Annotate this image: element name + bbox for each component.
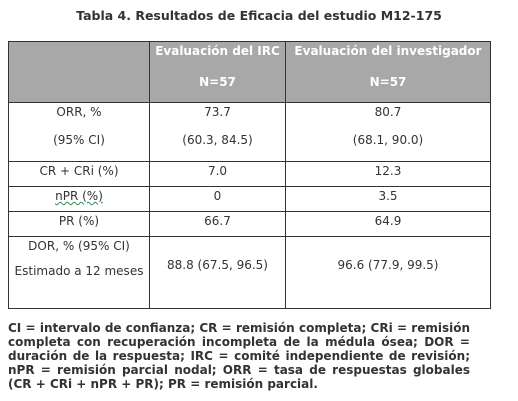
header-irc-n: N=57: [199, 75, 236, 89]
row-value-inv-npr: 3.5: [285, 186, 491, 212]
row-label-cr: CR + CRi (%): [8, 161, 150, 187]
row-value-inv-dor: 96.6 (77.9, 99.5): [285, 236, 491, 309]
row-label-orr: ORR, % (95% CI): [8, 102, 150, 162]
table-row: nPR (%) 0 3.5: [8, 186, 491, 212]
row-value-irc-dor: 88.8 (67.5, 96.5): [149, 236, 286, 309]
row-value-inv-pr: 64.9: [285, 211, 491, 237]
irc-orr-value: 73.7: [204, 105, 231, 119]
header-investigator-title: Evaluación del investigador: [294, 44, 482, 58]
orr-label: ORR, %: [56, 105, 102, 119]
header-row: Evaluación del IRC N=57 Evaluación del i…: [8, 41, 491, 103]
header-irc: Evaluación del IRC N=57: [149, 41, 286, 103]
row-value-irc-orr: 73.7 (60.3, 84.5): [149, 102, 286, 162]
dor-estimate-label: Estimado a 12 meses: [14, 264, 144, 278]
row-value-inv-orr: 80.7 (68.1, 90.0): [285, 102, 491, 162]
row-label-dor: DOR, % (95% CI) Estimado a 12 meses: [8, 236, 150, 309]
orr-ci-label: (95% CI): [53, 133, 105, 147]
table-title: Tabla 4. Resultados de Eficacia del estu…: [76, 8, 442, 23]
row-value-inv-cr: 12.3: [285, 161, 491, 187]
row-value-irc-cr: 7.0: [149, 161, 286, 187]
table-row: ORR, % (95% CI) 73.7 (60.3, 84.5) 80.7 (…: [8, 102, 491, 162]
table-row: DOR, % (95% CI) Estimado a 12 meses 88.8…: [8, 236, 491, 309]
header-investigator-n: N=57: [369, 75, 407, 89]
row-value-irc-npr: 0: [149, 186, 286, 212]
irc-orr-ci: (60.3, 84.5): [182, 133, 253, 147]
row-label-pr: PR (%): [8, 211, 150, 237]
dor-label: DOR, % (95% CI): [28, 239, 130, 253]
row-label-npr: nPR (%): [8, 186, 150, 212]
header-investigator: Evaluación del investigador N=57: [285, 41, 491, 103]
efficacy-results-table: Evaluación del IRC N=57 Evaluación del i…: [8, 41, 491, 309]
inv-orr-value: 80.7: [374, 105, 402, 119]
table-row: PR (%) 66.7 64.9: [8, 211, 491, 237]
row-value-irc-pr: 66.7: [149, 211, 286, 237]
table-footnote: CI = intervalo de confianza; CR = remisi…: [8, 321, 470, 391]
inv-orr-ci: (68.1, 90.0): [352, 133, 424, 147]
header-irc-title: Evaluación del IRC: [155, 44, 280, 58]
table-row: CR + CRi (%) 7.0 12.3: [8, 161, 491, 187]
header-empty-cell: [8, 41, 150, 103]
